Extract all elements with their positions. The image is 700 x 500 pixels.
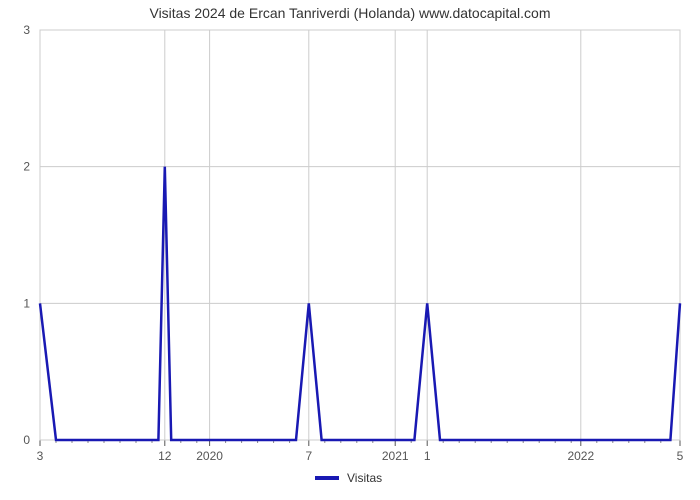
chart-container: Visitas 2024 de Ercan Tanriverdi (Holand…	[0, 0, 700, 500]
x-tick-label: 2022	[567, 449, 594, 463]
legend-swatch	[315, 476, 339, 480]
y-tick-label: 0	[23, 433, 30, 447]
x-tick-label: 3	[37, 449, 44, 463]
legend-label: Visitas	[347, 471, 382, 485]
line-chart: Visitas 2024 de Ercan Tanriverdi (Holand…	[0, 0, 700, 500]
y-tick-label: 2	[23, 160, 30, 174]
chart-title: Visitas 2024 de Ercan Tanriverdi (Holand…	[149, 5, 550, 21]
x-tick-label: 2021	[382, 449, 409, 463]
x-tick-label: 12	[158, 449, 172, 463]
y-tick-label: 3	[23, 23, 30, 37]
x-tick-label: 1	[424, 449, 431, 463]
x-tick-label: 2020	[196, 449, 223, 463]
x-tick-label: 7	[305, 449, 312, 463]
x-tick-label: 5	[677, 449, 684, 463]
y-tick-label: 1	[23, 296, 30, 310]
